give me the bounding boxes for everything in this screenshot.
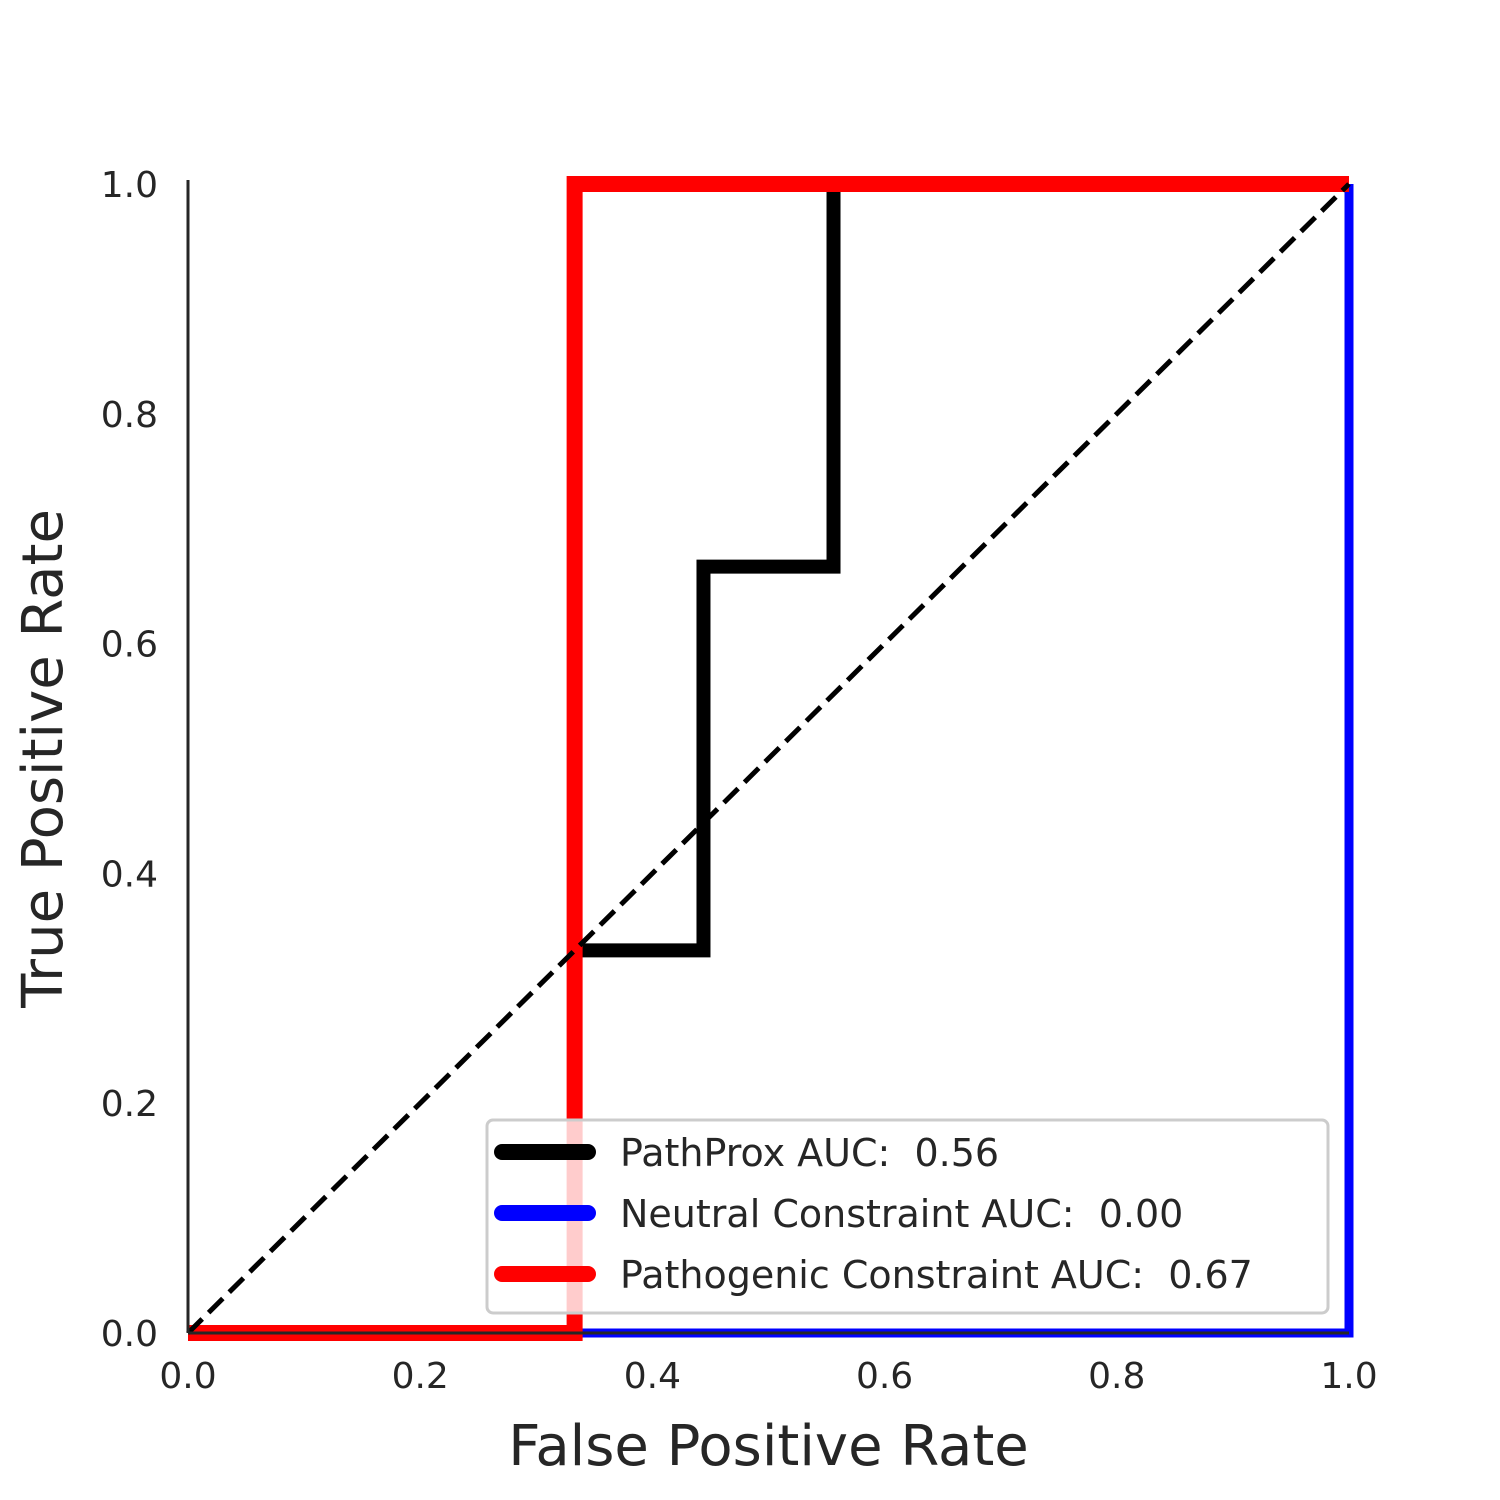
y-tick-label: 0.8: [101, 395, 158, 436]
y-tick-label: 0.0: [101, 1314, 158, 1355]
legend-entry-label: Pathogenic Constraint AUC: 0.67: [620, 1253, 1253, 1297]
x-tick-label: 0.6: [856, 1356, 913, 1397]
legend-entry-label: PathProx AUC: 0.56: [620, 1131, 999, 1175]
x-tick-label: 0.2: [392, 1356, 449, 1397]
x-tick-label: 0.8: [1088, 1356, 1145, 1397]
legend: PathProx AUC: 0.56 Neutral Constraint AUC…: [485, 1118, 1330, 1315]
y-tick-label: 1.0: [101, 165, 158, 206]
x-tick-label: 0.4: [624, 1356, 681, 1397]
y-tick-labels: 0.0 0.2 0.4 0.6 0.8 1.0: [101, 165, 158, 1355]
x-tick-label: 0.0: [159, 1356, 216, 1397]
y-tick-label: 0.6: [101, 625, 158, 666]
legend-frame: [485, 1118, 1330, 1315]
y-tick-label: 0.4: [101, 854, 158, 895]
legend-entry-label: Neutral Constraint AUC: 0.00: [620, 1192, 1183, 1236]
x-tick-labels: 0.0 0.2 0.4 0.6 0.8 1.0: [159, 1356, 1377, 1397]
x-tick-label: 1.0: [1320, 1356, 1377, 1397]
y-tick-label: 0.2: [101, 1084, 158, 1125]
x-axis-label: False Positive Rate: [508, 1414, 1028, 1479]
reference-diagonal-line: [186, 182, 1351, 1335]
y-axis-label: True Positive Rate: [11, 509, 76, 1009]
